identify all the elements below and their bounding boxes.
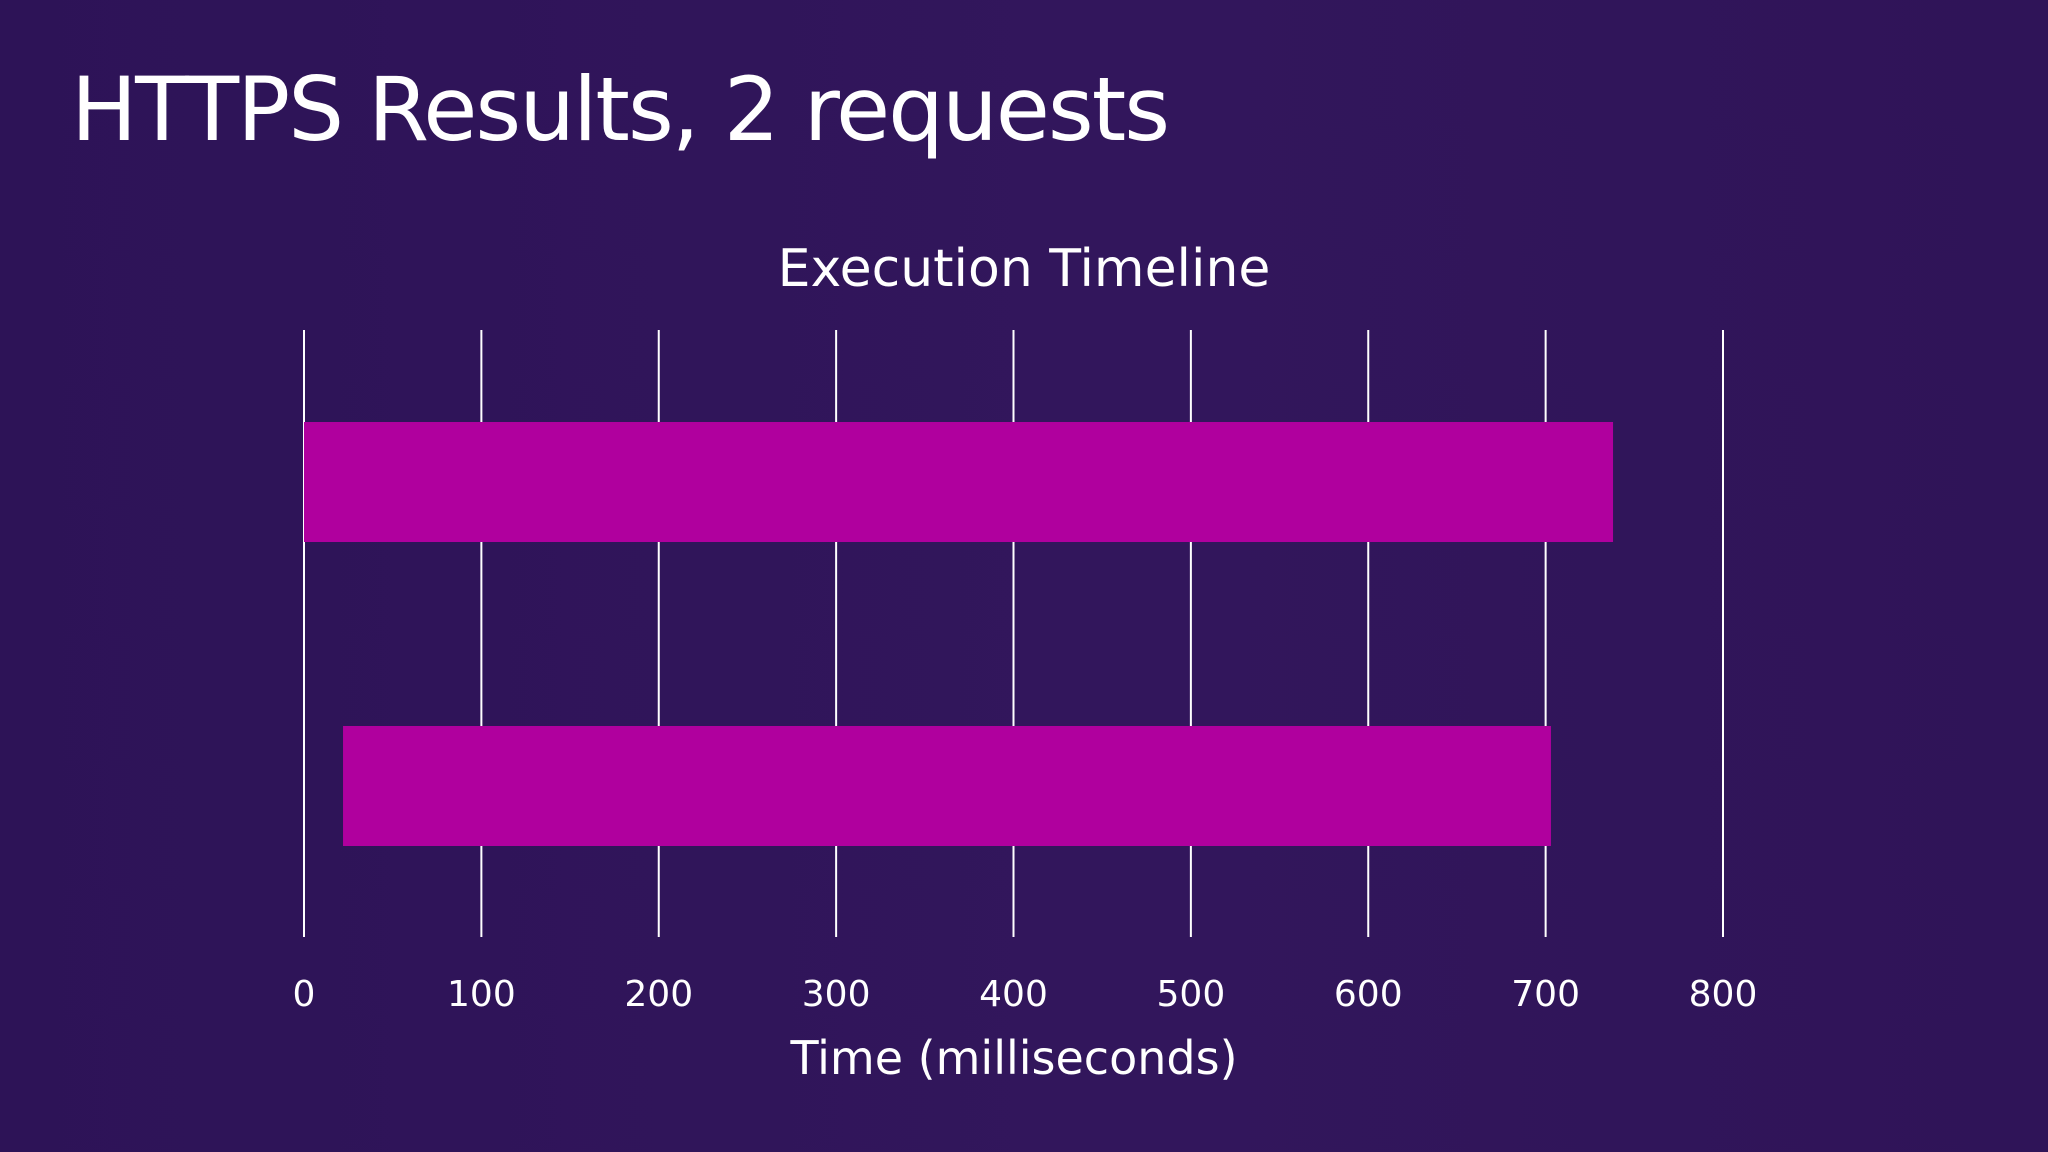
x-tick-label-200: 200 bbox=[624, 974, 693, 1015]
bar-request-2 bbox=[343, 726, 1551, 846]
x-tick-label-800: 800 bbox=[1689, 974, 1758, 1015]
x-tick-label-300: 300 bbox=[802, 974, 871, 1015]
x-tick-label-400: 400 bbox=[979, 974, 1048, 1015]
bars bbox=[304, 422, 1614, 846]
slide-title: HTTPS Results, 2 requests bbox=[71, 58, 1170, 161]
chart-title: Execution Timeline bbox=[778, 239, 1271, 299]
x-axis-label: Time (milliseconds) bbox=[789, 1031, 1237, 1085]
x-tick-label-500: 500 bbox=[1157, 974, 1226, 1015]
x-tick-labels: 0 100 200 300 400 500 600 700 800 bbox=[293, 974, 1758, 1015]
bar-request-1 bbox=[304, 422, 1614, 542]
x-tick-label-0: 0 bbox=[293, 974, 316, 1015]
x-tick-label-100: 100 bbox=[447, 974, 516, 1015]
x-tick-label-700: 700 bbox=[1511, 974, 1580, 1015]
x-tick-label-600: 600 bbox=[1334, 974, 1403, 1015]
